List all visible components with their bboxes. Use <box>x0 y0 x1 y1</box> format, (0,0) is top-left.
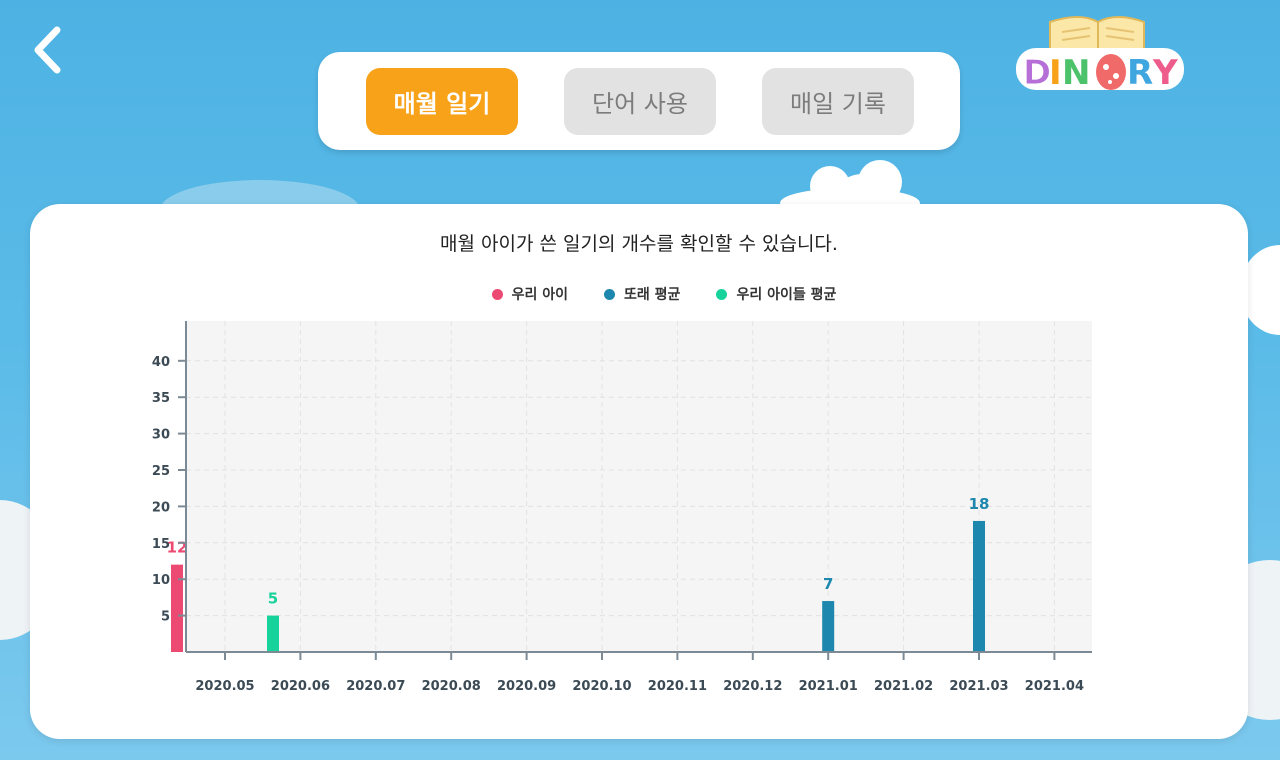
dinory-logo: D I N R Y <box>1010 12 1190 96</box>
x-tick-label: 2020.05 <box>195 679 254 694</box>
gridlines <box>186 321 1092 652</box>
x-tick-label: 2020.07 <box>346 679 405 694</box>
bar-value-label: 5 <box>268 590 278 608</box>
y-tick-label: 5 <box>161 610 170 625</box>
legend-label: 우리 아이 <box>511 287 569 303</box>
x-tick-label: 2021.03 <box>949 679 1008 694</box>
svg-text:I: I <box>1049 53 1062 93</box>
chevron-left-icon <box>34 26 61 74</box>
x-tick-label: 2020.08 <box>422 679 481 694</box>
x-axis-labels: 2020.05 2020.06 2020.07 2020.08 2020.09 2020.… <box>195 652 1084 694</box>
y-tick-label: 30 <box>152 428 170 443</box>
x-tick-label: 2021.01 <box>799 679 858 694</box>
bar-value-label: 7 <box>823 575 833 593</box>
bar[interactable] <box>267 615 279 652</box>
legend-item-all-children-average[interactable]: 우리 아이들 평균 <box>716 284 836 304</box>
tab-bar: 매월 일기 단어 사용 매일 기록 <box>318 52 960 150</box>
y-tick-label: 35 <box>152 391 170 406</box>
x-tick-label: 2020.06 <box>271 679 330 694</box>
y-axis-labels: 5 10 15 20 25 30 35 40 <box>152 355 186 625</box>
x-tick-label: 2021.02 <box>874 679 933 694</box>
svg-text:R: R <box>1127 53 1153 93</box>
svg-text:D: D <box>1023 53 1051 93</box>
y-tick-label: 25 <box>152 464 170 479</box>
svg-text:Y: Y <box>1152 53 1178 93</box>
x-tick-label: 2020.12 <box>723 679 782 694</box>
legend-label: 우리 아이들 평균 <box>736 287 837 303</box>
x-tick-label: 2020.11 <box>648 679 707 694</box>
back-button[interactable] <box>22 22 72 78</box>
bar[interactable] <box>171 564 183 652</box>
legend-item-our-child[interactable]: 우리 아이 <box>491 284 569 304</box>
chart-panel: 매월 아이가 쓴 일기의 개수를 확인할 수 있습니다. 우리 아이 또래 평균… <box>30 204 1248 739</box>
bar[interactable] <box>973 520 985 652</box>
x-tick-label: 2020.10 <box>572 679 631 694</box>
legend-label: 또래 평균 <box>624 287 681 303</box>
x-tick-label: 2021.04 <box>1025 679 1084 694</box>
svg-text:N: N <box>1062 53 1090 93</box>
legend-dot <box>716 288 728 300</box>
bar-value-label: 18 <box>969 495 990 513</box>
legend-item-peer-average[interactable]: 또래 평균 <box>604 284 680 304</box>
y-tick-label: 10 <box>152 573 170 588</box>
plot-area <box>186 321 1092 652</box>
legend-dot <box>604 288 616 300</box>
y-tick-label: 20 <box>152 500 170 515</box>
open-book-dino-egg-logo: D I N R Y <box>1016 16 1184 94</box>
tab-monthly-diary[interactable]: 매월 일기 <box>366 68 518 135</box>
x-tick-label: 2020.09 <box>497 679 556 694</box>
tab-daily-record[interactable]: 매일 기록 <box>762 68 914 135</box>
y-tick-label: 15 <box>152 537 170 552</box>
y-tick-label: 40 <box>152 355 170 370</box>
tab-word-usage[interactable]: 단어 사용 <box>564 68 716 135</box>
legend-dot <box>491 288 503 300</box>
bar[interactable] <box>822 601 835 652</box>
chart-legend: 우리 아이 또래 평균 우리 아이들 평균 <box>30 284 1248 304</box>
panel-description: 매월 아이가 쓴 일기의 개수를 확인할 수 있습니다. <box>440 233 838 255</box>
